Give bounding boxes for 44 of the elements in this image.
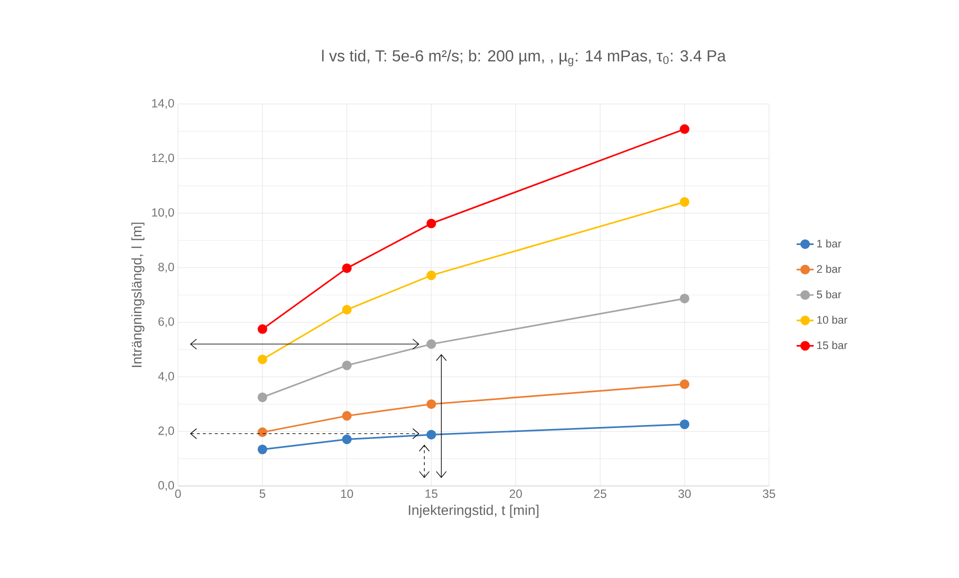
point bbox=[426, 430, 436, 440]
point bbox=[258, 324, 268, 334]
y-tick-label: 14,0 bbox=[152, 99, 174, 109]
point bbox=[426, 399, 436, 409]
y-tick-label: 4,0 bbox=[158, 372, 174, 382]
y-tick-label: 0,0 bbox=[158, 481, 174, 491]
point bbox=[258, 444, 268, 454]
legend-label: 5 bar bbox=[816, 290, 842, 298]
legend-label: 15 bar bbox=[817, 341, 848, 350]
legend-label: 1 bar bbox=[817, 239, 842, 248]
x-tick-label: 35 bbox=[762, 490, 776, 498]
point bbox=[426, 218, 436, 228]
point bbox=[258, 392, 268, 402]
x-tick-label: 25 bbox=[594, 490, 606, 498]
x-tick-label: 5 bbox=[260, 490, 266, 498]
x-tick-label: 15 bbox=[426, 490, 438, 498]
point bbox=[342, 263, 352, 274]
chart-title: l vs tid, T: 5e-6 m²/s; b: 200 µm, , µ$_{g}$: 14 mPas, τ$_{0}$: 3.4 Pa bbox=[322, 50, 726, 66]
point bbox=[426, 339, 436, 349]
point bbox=[680, 197, 690, 207]
point bbox=[680, 294, 690, 304]
point bbox=[426, 270, 436, 280]
point bbox=[258, 354, 268, 364]
point bbox=[680, 124, 690, 134]
y-tick-label: 8,0 bbox=[158, 262, 174, 273]
x-tick-label: 20 bbox=[510, 490, 522, 498]
x-tick-label: 0 bbox=[175, 490, 181, 498]
legend-label: 10 bar bbox=[817, 316, 848, 324]
point bbox=[342, 304, 352, 315]
y-axis-title: Inträngningslängd, l [m] bbox=[131, 222, 144, 367]
x-tick-label: 10 bbox=[341, 490, 354, 498]
y-tick-label: 6,0 bbox=[158, 317, 174, 328]
point bbox=[342, 360, 352, 370]
point bbox=[680, 420, 690, 430]
y-tick-label: 2,0 bbox=[158, 426, 174, 436]
x-tick-label: 30 bbox=[678, 490, 691, 498]
y-tick-label: 12,0 bbox=[152, 154, 174, 164]
legend-label: 2 bar bbox=[816, 264, 842, 273]
x-axis-title: Injekteringstid, t [min] bbox=[408, 504, 538, 518]
y-tick-label: 10,0 bbox=[152, 208, 174, 218]
point bbox=[258, 427, 268, 438]
point bbox=[342, 411, 352, 421]
point bbox=[680, 379, 690, 390]
point bbox=[342, 434, 352, 444]
